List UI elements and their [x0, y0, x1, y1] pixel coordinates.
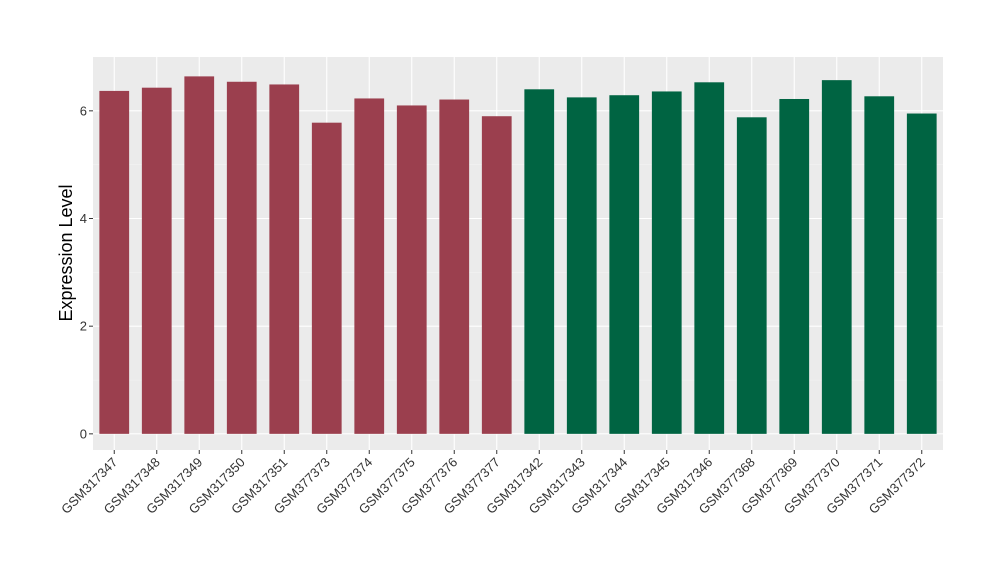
bar-GSM377374 [354, 98, 385, 434]
bar-GSM317342 [524, 89, 555, 434]
plot-panel [93, 57, 943, 450]
bar-GSM377372 [906, 113, 937, 434]
bar-GSM317350 [226, 81, 257, 434]
bar-GSM317343 [566, 97, 597, 434]
bar-GSM317347 [99, 90, 130, 434]
bar-GSM317349 [184, 76, 215, 434]
bar-GSM317351 [269, 84, 300, 434]
bars [99, 76, 937, 434]
bar-GSM377376 [439, 99, 470, 434]
bar-GSM317346 [694, 82, 725, 434]
bar-GSM377375 [396, 105, 427, 434]
y-tick-label: 2 [80, 319, 87, 334]
bar-GSM377370 [821, 80, 852, 434]
y-tick-label: 6 [80, 103, 87, 118]
y-tick-label: 4 [80, 211, 87, 226]
bar-GSM377371 [864, 96, 895, 434]
bar-GSM377369 [779, 98, 810, 434]
bar-GSM377368 [736, 117, 767, 434]
bar-GSM377377 [481, 116, 512, 434]
bar-GSM317345 [651, 91, 682, 434]
y-axis-title: Expression Level [56, 184, 76, 321]
bar-GSM317348 [141, 87, 172, 434]
x-axis: GSM317347GSM317348GSM317349GSM317350GSM3… [58, 450, 928, 517]
y-tick-label: 0 [80, 426, 87, 441]
bar-GSM377373 [311, 122, 342, 434]
y-axis: 0 2 4 6 [80, 103, 93, 441]
bar-GSM317344 [609, 95, 640, 434]
